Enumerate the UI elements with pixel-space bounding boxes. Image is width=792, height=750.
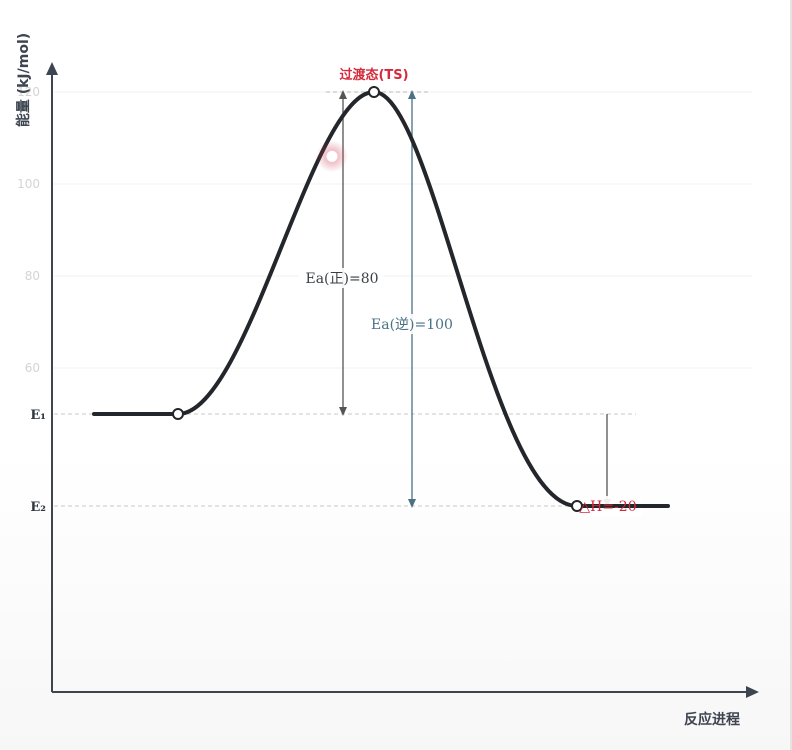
product-point xyxy=(571,500,583,512)
ts-label: 过渡态(TS) xyxy=(339,67,408,83)
ts-point xyxy=(368,86,380,98)
ea-forward-label: Ea(正)=80 xyxy=(305,271,378,287)
y-tick-label: 120 xyxy=(17,85,40,99)
ea-forward-arrow-top xyxy=(339,90,347,99)
y-tick-label: 60 xyxy=(25,361,40,375)
ea-reverse-arrow-bottom xyxy=(408,499,416,508)
reactant-point xyxy=(172,408,184,420)
level-label-e2: E₂ xyxy=(30,500,46,515)
ea-reverse-label-bg xyxy=(364,314,460,334)
delta-h-label: △H=-20 xyxy=(579,499,636,515)
y-axis-arrow xyxy=(46,62,58,75)
y-axis-label: 能量 (kJ/mol) xyxy=(15,33,32,127)
highlight-point xyxy=(325,149,339,163)
ea-reverse-arrow-top xyxy=(408,90,416,99)
y-tick-label: 100 xyxy=(17,177,40,191)
ea-forward-label-bg xyxy=(299,268,383,288)
energy-curve xyxy=(92,90,670,508)
x-axis-label: 反应进程 xyxy=(684,711,740,728)
level-label-e1: E₁ xyxy=(30,408,46,423)
ea-forward-arrow-bottom xyxy=(339,407,347,416)
ea-reverse-label: Ea(逆)=100 xyxy=(371,317,453,333)
x-axis-arrow xyxy=(746,686,759,698)
y-tick-label: 80 xyxy=(25,269,40,283)
window-edge xyxy=(790,0,792,750)
